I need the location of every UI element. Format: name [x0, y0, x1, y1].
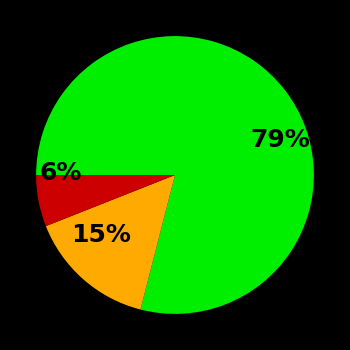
Wedge shape [36, 36, 314, 314]
Wedge shape [36, 175, 175, 226]
Wedge shape [46, 175, 175, 309]
Text: 15%: 15% [71, 223, 131, 247]
Text: 79%: 79% [251, 127, 310, 152]
Text: 6%: 6% [40, 161, 82, 186]
